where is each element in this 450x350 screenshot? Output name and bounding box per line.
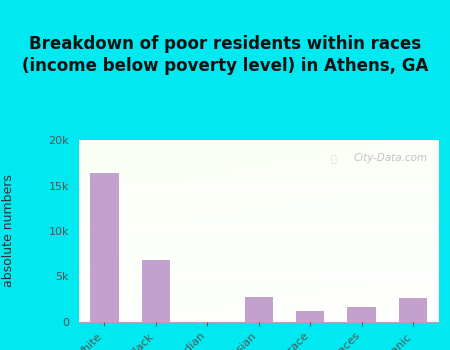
Text: Breakdown of poor residents within races
(income below poverty level) in Athens,: Breakdown of poor residents within races… [22, 35, 428, 75]
Bar [347, 307, 376, 322]
Bar [296, 311, 324, 322]
Text: City-Data.com: City-Data.com [354, 153, 428, 163]
Bar [245, 298, 273, 322]
Text: absolute numbers: absolute numbers [3, 175, 15, 287]
Text: 🔵: 🔵 [331, 153, 337, 163]
Bar [142, 260, 170, 322]
Bar [399, 298, 427, 322]
Bar [90, 173, 119, 322]
